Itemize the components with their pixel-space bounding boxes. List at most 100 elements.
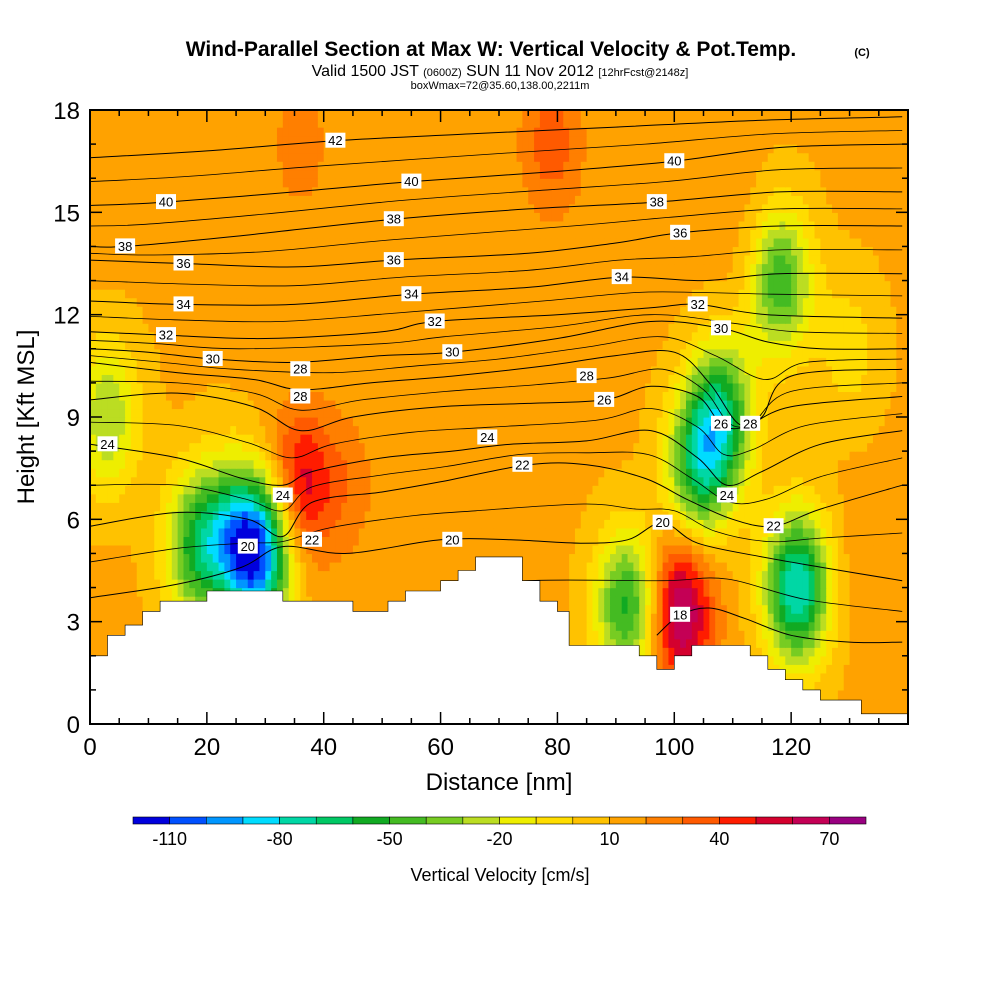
velocity-cell <box>878 476 886 486</box>
velocity-cell <box>206 493 214 503</box>
velocity-cell <box>668 630 675 640</box>
velocity-cell <box>107 579 114 589</box>
velocity-cell <box>563 451 570 461</box>
velocity-cell <box>732 434 740 444</box>
velocity-cell <box>650 459 658 469</box>
velocity-cell <box>387 510 395 520</box>
velocity-cell <box>341 493 348 503</box>
velocity-cell <box>341 425 348 435</box>
velocity-cell <box>668 570 675 580</box>
velocity-cell <box>890 596 897 606</box>
velocity-cell <box>516 536 523 546</box>
velocity-cell <box>516 434 523 444</box>
velocity-cell <box>843 570 851 580</box>
velocity-cell <box>352 587 360 597</box>
velocity-cell <box>440 485 448 495</box>
velocity-cell <box>165 493 173 503</box>
velocity-cell <box>306 510 313 520</box>
velocity-cell <box>750 647 757 657</box>
velocity-cell <box>487 459 494 469</box>
velocity-cell <box>902 664 908 674</box>
velocity-cell <box>230 536 237 546</box>
velocity-cell <box>370 544 377 555</box>
velocity-cell <box>884 689 892 700</box>
velocity-cell <box>849 476 857 486</box>
velocity-cell <box>837 630 845 640</box>
velocity-cell <box>224 502 231 512</box>
velocity-cell <box>428 579 436 589</box>
velocity-cell <box>802 442 810 452</box>
velocity-cell <box>130 536 138 546</box>
velocity-cell <box>411 502 418 512</box>
velocity-cell <box>358 476 366 486</box>
velocity-cell <box>142 604 150 614</box>
velocity-cell <box>551 579 559 589</box>
velocity-cell <box>423 536 430 546</box>
velocity-cell <box>645 604 652 614</box>
velocity-cell <box>826 459 833 469</box>
velocity-cell <box>90 459 97 469</box>
velocity-cell <box>744 536 751 546</box>
velocity-cell <box>569 604 576 614</box>
velocity-cell <box>493 493 500 503</box>
velocity-cell <box>814 527 821 537</box>
velocity-cell <box>259 527 266 537</box>
velocity-cell <box>627 510 634 520</box>
velocity-cell <box>645 553 652 563</box>
velocity-cell <box>598 638 605 648</box>
velocity-cell <box>317 544 325 555</box>
velocity-cell <box>534 468 541 478</box>
velocity-cell <box>148 570 155 580</box>
velocity-cell <box>849 613 857 623</box>
velocity-cell <box>890 647 897 657</box>
velocity-cell <box>90 442 97 452</box>
velocity-cell <box>820 570 827 580</box>
velocity-cell <box>399 468 407 478</box>
velocity-cell <box>680 553 687 563</box>
velocity-cell <box>136 613 144 623</box>
velocity-cell <box>872 655 880 665</box>
velocity-cell <box>767 604 775 614</box>
velocity-cell <box>756 519 763 529</box>
velocity-cell <box>697 587 705 597</box>
velocity-cell <box>458 485 465 495</box>
velocity-cell <box>411 536 418 546</box>
velocity-cell <box>160 544 167 555</box>
velocity-cell <box>247 425 255 435</box>
velocity-cell <box>417 493 424 503</box>
velocity-cell <box>341 502 348 512</box>
velocity-cell <box>423 425 430 435</box>
velocity-cell <box>224 425 231 435</box>
velocity-cell <box>282 451 290 461</box>
velocity-cell <box>101 493 109 503</box>
velocity-cell <box>878 451 886 461</box>
velocity-cell <box>282 502 290 512</box>
velocity-cell <box>434 519 442 529</box>
velocity-cell <box>300 468 307 478</box>
velocity-cell <box>119 519 126 529</box>
velocity-cell <box>715 434 722 444</box>
velocity-cell <box>685 596 693 606</box>
velocity-cell <box>259 442 266 452</box>
velocity-cell <box>872 698 880 708</box>
velocity-cell <box>902 655 908 665</box>
velocity-cell <box>154 502 161 512</box>
velocity-cell <box>165 519 173 529</box>
velocity-cell <box>551 596 559 606</box>
velocity-cell <box>802 672 810 682</box>
velocity-cell <box>855 596 862 606</box>
velocity-cell <box>463 476 471 486</box>
velocity-cell <box>773 485 781 495</box>
velocity-cell <box>721 468 728 478</box>
velocity-cell <box>423 519 430 529</box>
velocity-cell <box>703 434 710 444</box>
velocity-cell <box>382 468 389 478</box>
velocity-cell <box>884 434 892 444</box>
velocity-cell <box>206 527 214 537</box>
velocity-cell <box>709 621 716 631</box>
velocity-cell <box>744 459 751 469</box>
velocity-cell <box>738 561 745 572</box>
velocity-cell <box>177 459 185 469</box>
velocity-cell <box>545 442 553 452</box>
velocity-cell <box>878 434 886 444</box>
